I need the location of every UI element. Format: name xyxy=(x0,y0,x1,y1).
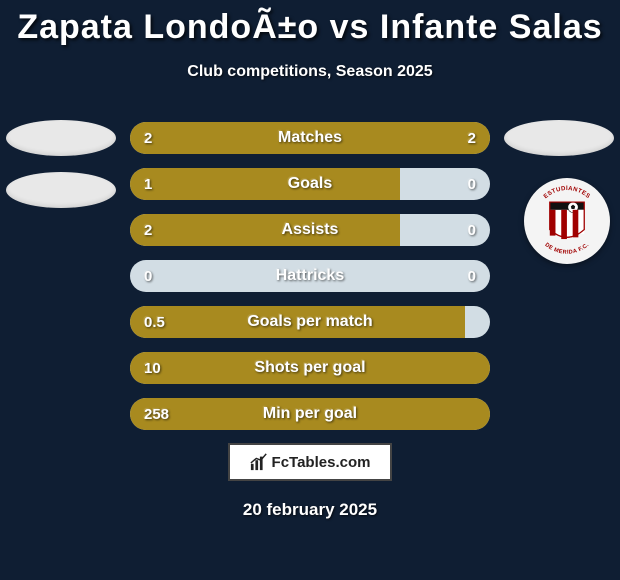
subtitle: Club competitions, Season 2025 xyxy=(0,63,620,81)
stat-label: Goals xyxy=(190,175,430,193)
stat-value-right: 0 xyxy=(430,176,490,193)
stat-row: 10Shots per goal xyxy=(130,352,490,384)
stat-label: Min per goal xyxy=(190,405,430,423)
stat-value-left: 0 xyxy=(130,268,190,285)
stat-value-left: 10 xyxy=(130,360,190,377)
stat-value-left: 2 xyxy=(130,130,190,147)
stat-label: Hattricks xyxy=(190,267,430,285)
stat-value-left: 1 xyxy=(130,176,190,193)
player-right-badge-1 xyxy=(504,120,614,156)
player-left-badge-2 xyxy=(6,172,116,208)
stat-row: 258Min per goal xyxy=(130,398,490,430)
page-title: Zapata LondoÃ±o vs Infante Salas xyxy=(0,0,620,47)
stat-row: 2Assists0 xyxy=(130,214,490,246)
stat-label: Goals per match xyxy=(190,313,430,331)
stat-value-left: 2 xyxy=(130,222,190,239)
stat-row: 0.5Goals per match xyxy=(130,306,490,338)
chart-icon xyxy=(250,453,268,471)
stats-container: 2Matches21Goals02Assists00Hattricks00.5G… xyxy=(130,122,490,430)
attribution: FcTables.com xyxy=(228,443,392,481)
stat-value-left: 0.5 xyxy=(130,314,190,331)
stat-value-right: 0 xyxy=(430,268,490,285)
footer-date: 20 february 2025 xyxy=(0,500,620,520)
stat-value-right: 0 xyxy=(430,222,490,239)
attribution-text: FcTables.com xyxy=(272,454,371,471)
stat-label: Matches xyxy=(190,129,430,147)
club-badge: ESTUDIANTES DE MERIDA F.C. xyxy=(524,178,610,264)
stat-label: Shots per goal xyxy=(190,359,430,377)
stat-value-left: 258 xyxy=(130,406,190,423)
stat-row: 2Matches2 xyxy=(130,122,490,154)
player-left-badge-1 xyxy=(6,120,116,156)
stat-value-right: 2 xyxy=(430,130,490,147)
stat-row: 0Hattricks0 xyxy=(130,260,490,292)
stat-label: Assists xyxy=(190,221,430,239)
stat-row: 1Goals0 xyxy=(130,168,490,200)
